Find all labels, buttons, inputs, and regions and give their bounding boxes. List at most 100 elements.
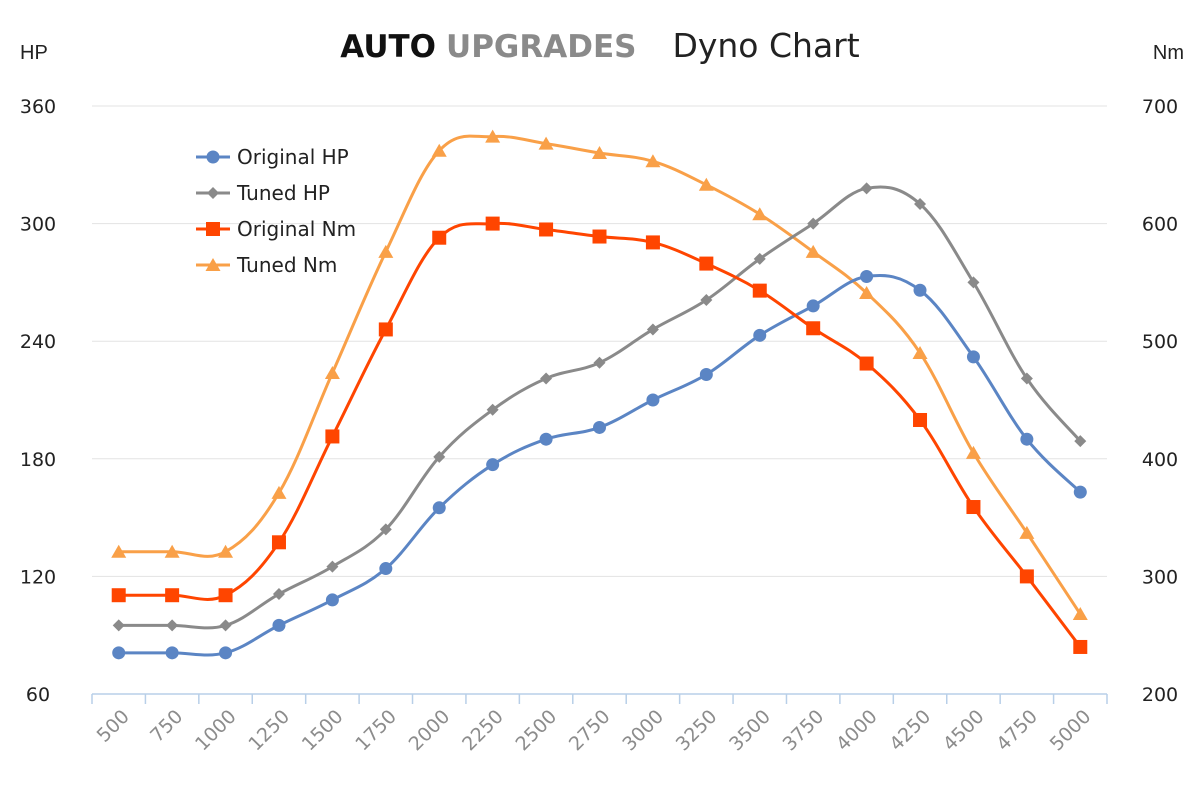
- original-hp-point: [699, 368, 713, 382]
- y-right-tick-label: 500: [1142, 331, 1178, 353]
- original-hp-point: [966, 350, 980, 364]
- tuned-nm-point: [805, 244, 821, 258]
- tuned-hp-point: [272, 588, 285, 601]
- original-hp-point: [806, 299, 820, 313]
- y-left-tick-label: 60: [26, 684, 50, 706]
- original-hp-point: [1073, 485, 1087, 499]
- right-axis-unit: Nm: [1152, 42, 1184, 64]
- tuned-nm-point: [164, 544, 180, 558]
- brand-upgrades: UPGRADES: [446, 29, 637, 65]
- legend-label-tuned-hp: Tuned HP: [236, 181, 330, 205]
- legend-label-tuned-nm: Tuned Nm: [236, 253, 337, 277]
- original-nm-point: [271, 535, 286, 550]
- original-nm-point: [1019, 569, 1034, 584]
- tuned-hp-point: [486, 403, 499, 416]
- tuned-nm-point: [485, 129, 501, 143]
- tuned-hp-point: [646, 323, 659, 336]
- original-hp-point: [539, 432, 553, 446]
- original-nm-point: [966, 500, 981, 515]
- original-hp-point: [165, 646, 179, 660]
- brand-auto: AUTO: [340, 29, 437, 65]
- tuned-hp-point: [326, 560, 339, 573]
- tuned-hp-point: [112, 619, 125, 632]
- legend-label-original-hp: Original HP: [237, 145, 349, 169]
- tuned-nm-point: [218, 544, 234, 558]
- original-nm-point: [592, 229, 607, 244]
- tuned-nm-point: [912, 345, 928, 359]
- x-tick-label: 2000: [405, 706, 455, 756]
- y-left-tick-label: 360: [20, 96, 56, 118]
- tuned-hp-point: [1074, 435, 1087, 448]
- y-left-tick-label: 120: [20, 566, 56, 588]
- original-hp-point: [1020, 432, 1034, 446]
- tuned-nm-point: [538, 136, 554, 150]
- tuned-nm-point: [324, 365, 340, 379]
- tuned-hp-line: [118, 185, 1082, 630]
- tuned-hp-point: [753, 252, 766, 265]
- x-tick-label: 5000: [1046, 706, 1096, 756]
- original-nm-point: [539, 222, 554, 237]
- original-nm-point: [485, 216, 500, 231]
- legend-marker-tuned-hp: [207, 187, 219, 199]
- tuned-hp-point: [593, 356, 606, 369]
- tuned-nm-point: [752, 207, 768, 221]
- tuned-hp-point: [379, 523, 392, 536]
- x-tick-label: 4000: [832, 706, 882, 756]
- original-hp-line: [118, 273, 1082, 657]
- tuned-hp-point: [807, 217, 820, 230]
- tuned-hp-point: [166, 619, 179, 632]
- original-nm-point: [378, 322, 393, 337]
- x-tick-label: 500: [93, 706, 134, 747]
- x-tick-label: 2500: [511, 706, 561, 756]
- x-tick-label: 1000: [191, 706, 241, 756]
- original-nm-line: [118, 221, 1082, 648]
- original-hp-point: [219, 646, 233, 660]
- tuned-hp-point: [219, 619, 232, 632]
- tuned-nm-point: [1019, 525, 1035, 539]
- original-hp-point: [379, 562, 393, 576]
- x-tick-label: 4250: [885, 706, 935, 756]
- original-hp-point: [860, 270, 874, 284]
- tuned-nm-point: [271, 485, 287, 499]
- tuned-hp-point: [1020, 372, 1033, 385]
- tuned-hp-point: [860, 182, 873, 195]
- original-hp-point: [913, 283, 927, 297]
- original-hp-point: [112, 646, 126, 660]
- legend-marker-original-hp: [206, 150, 220, 164]
- y-left-tick-label: 300: [20, 214, 56, 236]
- x-tick-label: 2750: [565, 706, 615, 756]
- tuned-hp-point: [914, 198, 927, 210]
- tuned-nm-point: [431, 143, 447, 157]
- original-nm-point: [806, 321, 821, 336]
- x-tick-label: 1750: [351, 706, 401, 756]
- original-nm-point: [325, 429, 340, 444]
- original-nm-point: [699, 256, 714, 271]
- original-nm-point: [645, 235, 660, 250]
- legend-marker-original-nm: [206, 222, 220, 236]
- original-hp-point: [593, 420, 606, 434]
- tuned-nm-point: [859, 285, 875, 299]
- x-tick-label: 3250: [672, 706, 722, 756]
- y-right-tick-label: 300: [1142, 566, 1178, 588]
- tuned-hp-point: [433, 450, 446, 463]
- chart-title: AUTO UPGRADES Dyno Chart: [0, 26, 1200, 65]
- tuned-nm-point: [111, 544, 127, 558]
- x-tick-label: 4750: [992, 706, 1042, 756]
- tuned-nm-point: [592, 146, 607, 160]
- original-nm-point: [432, 230, 447, 245]
- original-nm-point: [218, 588, 233, 603]
- x-tick-label: 2250: [458, 706, 508, 756]
- original-nm-point: [1073, 639, 1088, 654]
- original-nm-point: [913, 412, 928, 427]
- y-left-tick-label: 240: [20, 331, 56, 353]
- original-nm-point: [859, 356, 874, 371]
- original-nm-point: [111, 588, 126, 603]
- tuned-nm-line: [118, 134, 1082, 615]
- original-hp-point: [753, 328, 767, 342]
- x-tick-label: 3750: [779, 706, 829, 756]
- y-right-tick-label: 600: [1142, 214, 1178, 236]
- x-tick-label: 4500: [939, 706, 989, 756]
- original-hp-point: [486, 458, 500, 472]
